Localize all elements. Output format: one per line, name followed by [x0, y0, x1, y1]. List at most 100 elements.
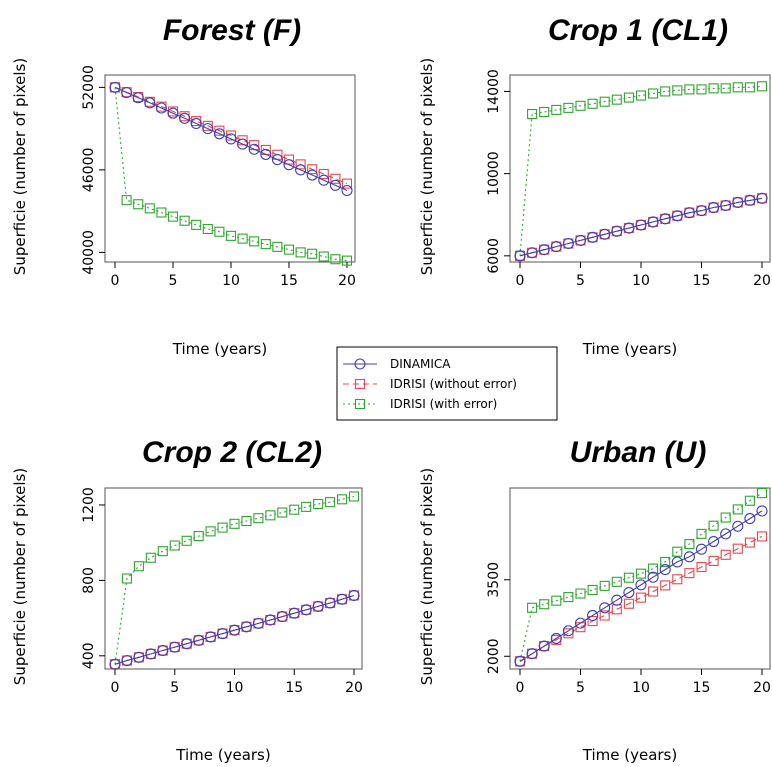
- series-1-point: [217, 628, 229, 640]
- series-2-point: [732, 543, 743, 554]
- series-1-point: [121, 86, 133, 99]
- series-1-point: [647, 216, 659, 228]
- series-3-point: [611, 94, 622, 105]
- series-2-point: [744, 537, 755, 548]
- x-tick-label: 5: [576, 680, 585, 696]
- series-line-3: [519, 492, 763, 662]
- series-1-point: [169, 641, 181, 653]
- series-3-point: [237, 233, 248, 244]
- series-1-point: [190, 117, 202, 130]
- legend-label: DINAMICA: [390, 357, 451, 371]
- y-axis-label: Superficie (number of pixels): [11, 468, 29, 685]
- series-3-point: [696, 84, 707, 95]
- series-1-point: [659, 213, 671, 225]
- series-3-point: [169, 540, 180, 551]
- series-3-point: [249, 236, 260, 247]
- series-3-point: [672, 85, 683, 96]
- series-3-point: [133, 199, 144, 210]
- series-1-point: [167, 107, 179, 119]
- legend-label: IDRISI (with error): [390, 397, 497, 411]
- series-1-point: [599, 228, 611, 240]
- series-1-point: [695, 543, 708, 555]
- series-1-point: [288, 607, 300, 619]
- series-3-point: [720, 512, 731, 523]
- series-1-point: [562, 625, 574, 637]
- series-3-point: [623, 92, 634, 103]
- series-1-point: [144, 97, 156, 109]
- series-1-point: [623, 586, 635, 599]
- series-3-point: [599, 96, 610, 107]
- series-1-point: [202, 123, 214, 135]
- series-3-point: [272, 241, 283, 252]
- y-tick-label: 52000: [81, 65, 97, 110]
- series-2-point: [720, 549, 731, 560]
- series-3-point: [313, 498, 324, 510]
- series-2-point: [684, 568, 695, 579]
- series-3-point: [214, 226, 225, 237]
- x-axis-label: Time (years): [582, 746, 677, 764]
- series-1-point: [240, 621, 252, 633]
- y-tick-label: 400: [81, 642, 97, 669]
- x-tick-label: 10: [632, 680, 650, 696]
- series-1-point: [744, 194, 756, 206]
- series-3-point: [225, 230, 237, 241]
- series-2-point: [635, 592, 647, 603]
- series-3-point: [289, 504, 300, 515]
- series-3-point: [660, 86, 671, 97]
- series-3-point: [301, 501, 312, 512]
- series-1-point: [179, 112, 191, 124]
- x-tick-label: 0: [111, 273, 120, 289]
- series-1-point: [550, 241, 562, 253]
- series-1-point: [732, 196, 744, 208]
- series-3-point: [744, 82, 755, 93]
- series-1-point: [635, 579, 647, 591]
- series-3-point: [133, 561, 144, 572]
- series-3-point: [708, 83, 719, 94]
- series-3-point: [167, 211, 179, 222]
- series-1-point: [550, 632, 562, 644]
- series-3-point: [325, 497, 336, 508]
- chart-title: Crop 1 (CL1): [548, 14, 728, 47]
- x-tick-label: 15: [280, 273, 298, 289]
- series-3-point: [145, 552, 156, 563]
- y-tick-label: 10000: [486, 151, 502, 196]
- series-1-point: [574, 234, 587, 246]
- series-line-1: [519, 197, 763, 257]
- series-3-point: [696, 528, 707, 539]
- y-tick-label: 14000: [486, 69, 502, 114]
- y-tick-label: 2000: [486, 638, 502, 674]
- x-tick-label: 20: [753, 273, 771, 289]
- series-1-point: [300, 604, 312, 616]
- series-1-point: [671, 556, 683, 568]
- series-3-point: [156, 207, 167, 218]
- series-1-point: [574, 617, 587, 629]
- series-1-point: [157, 644, 169, 657]
- series-2-point: [341, 178, 353, 189]
- series-1-point: [312, 600, 324, 612]
- series-1-point: [708, 201, 720, 214]
- x-tick-label: 15: [693, 273, 711, 289]
- y-axis-label: Superficie (number of pixels): [418, 468, 436, 685]
- legend: DINAMICA IDRISI (without error) IDRISI (wi…: [336, 346, 558, 421]
- y-axis-label: Superficie (number of pixels): [418, 58, 436, 275]
- series-3-point: [157, 546, 168, 557]
- series-3-point: [265, 510, 276, 521]
- series-line-1: [114, 86, 348, 192]
- y-tick-label: 46000: [81, 148, 97, 193]
- series-1-point: [635, 219, 647, 231]
- series-1-point: [348, 589, 360, 602]
- series-3-point: [202, 223, 213, 235]
- chart-panel-2: Crop 1 (CL1) 0 5 10 15 20 6000 10000 14000 Time (…: [418, 14, 771, 358]
- series-1-point: [587, 609, 599, 622]
- plot-frame: [104, 487, 363, 670]
- series-3-point: [756, 81, 768, 92]
- series-1-point: [695, 205, 708, 217]
- x-axis-label: Time (years): [172, 340, 267, 358]
- series-3-point: [756, 488, 768, 499]
- legend-marker: [354, 378, 366, 390]
- series-2-point: [599, 610, 610, 621]
- series-1-point: [611, 225, 623, 237]
- series-3-point: [635, 90, 647, 101]
- chart-title: Crop 2 (CL2): [142, 436, 322, 469]
